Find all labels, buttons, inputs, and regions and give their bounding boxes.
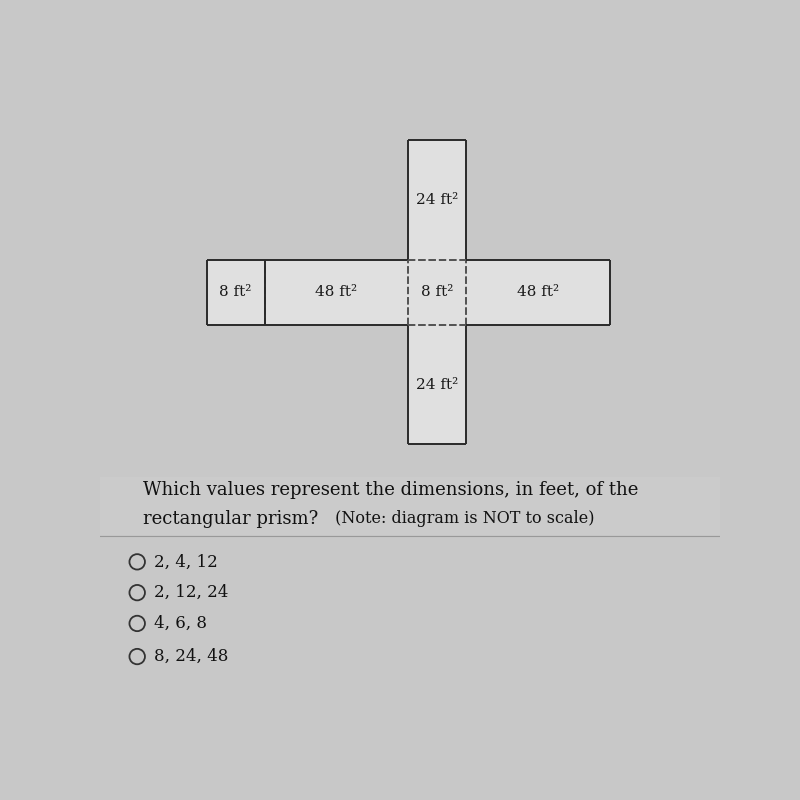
Text: rectangular prism?: rectangular prism? (142, 510, 318, 528)
Bar (408, 325, 466, 445)
Bar (466, 260, 610, 325)
Text: 8 ft²: 8 ft² (421, 286, 454, 299)
Text: Which values represent the dimensions, in feet, of the: Which values represent the dimensions, i… (142, 481, 638, 499)
Text: 4, 6, 8: 4, 6, 8 (154, 615, 207, 632)
Text: 8 ft²: 8 ft² (219, 286, 252, 299)
Text: (Note: diagram is NOT to scale): (Note: diagram is NOT to scale) (330, 510, 594, 527)
Text: 48 ft²: 48 ft² (517, 286, 559, 299)
Text: 2, 4, 12: 2, 4, 12 (154, 554, 218, 570)
Text: 24 ft²: 24 ft² (416, 193, 458, 207)
Bar (100, 477, 720, 535)
Bar (408, 140, 466, 260)
Bar (265, 260, 408, 325)
Bar (206, 260, 265, 325)
Text: 48 ft²: 48 ft² (315, 286, 358, 299)
Text: 2, 12, 24: 2, 12, 24 (154, 584, 229, 601)
Text: 8, 24, 48: 8, 24, 48 (154, 648, 229, 665)
Text: 24 ft²: 24 ft² (416, 378, 458, 392)
Bar (408, 260, 466, 325)
